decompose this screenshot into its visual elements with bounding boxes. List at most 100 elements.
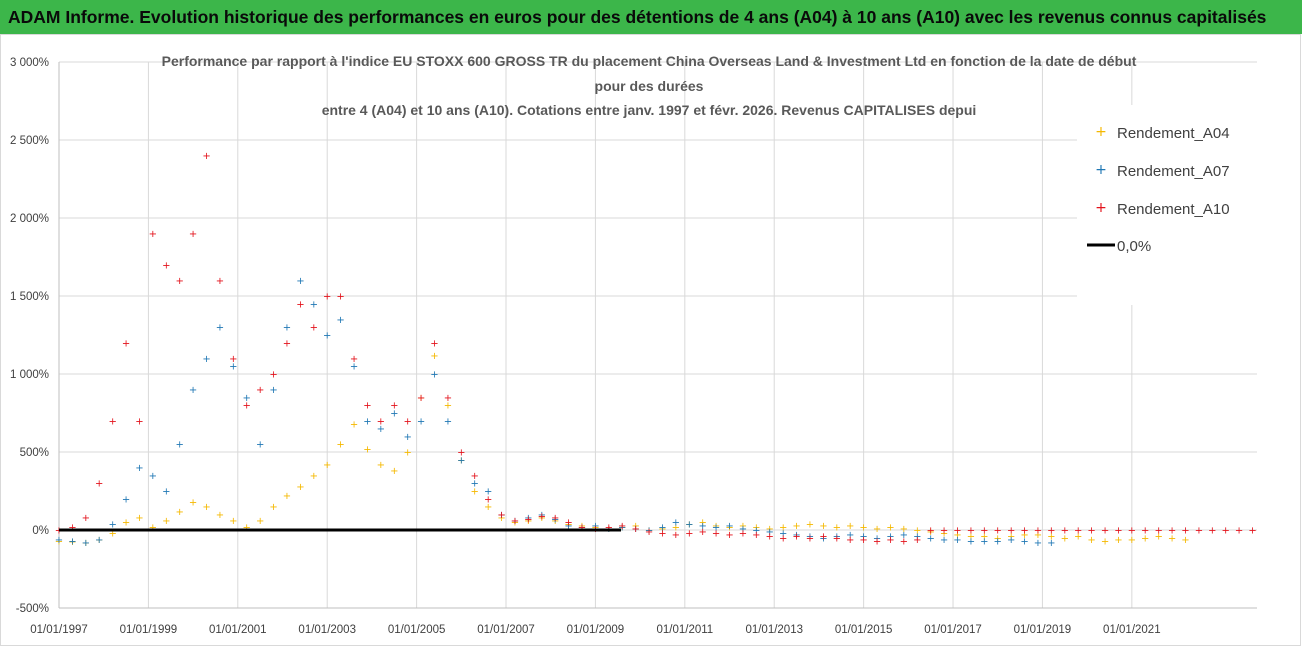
y-tick-label: 1 500% [10, 291, 49, 303]
data-point: + [1047, 526, 1055, 537]
x-tick-label: 01/01/2015 [835, 624, 893, 636]
data-point: + [323, 331, 331, 342]
data-point: + [135, 513, 143, 524]
data-point: + [497, 510, 505, 521]
report-banner: ADAM Informe. Evolution historique des p… [0, 0, 1302, 34]
data-point: + [283, 491, 291, 502]
x-tick-label: 01/01/2001 [209, 624, 267, 636]
data-point: + [631, 524, 639, 535]
y-axis: -500% 0% 500% 1 000% 1 500% 2 000% 2 500% 3 000… [10, 57, 60, 615]
data-point: + [846, 530, 854, 541]
data-point: + [819, 532, 827, 543]
data-point: + [779, 529, 787, 540]
data-point: + [739, 521, 747, 532]
data-point: + [1061, 533, 1069, 544]
chart-title: Performance par rapport à l'indice EU ST… [162, 53, 1137, 118]
data-point: + [1007, 535, 1015, 546]
data-point: + [457, 455, 465, 466]
series-Rendement_A10: + + + + + + + + + + + + + + + + + + + + + + + + + + + + + + + + + + + + + + + +… [55, 151, 1257, 547]
data-point: + [256, 440, 264, 451]
data-point: + [766, 532, 774, 543]
data-point: + [551, 513, 559, 524]
data-point: + [725, 521, 733, 532]
data-point: + [1034, 526, 1042, 537]
data-point: + [162, 487, 170, 498]
data-point: + [216, 510, 224, 521]
legend-marker: + [1095, 162, 1107, 178]
data-point: + [1101, 536, 1109, 547]
data-point: + [792, 530, 800, 541]
data-point: + [243, 401, 251, 412]
data-point: + [712, 529, 720, 540]
data-point: + [256, 516, 264, 527]
data-point: + [940, 535, 948, 546]
legend-marker: + [1095, 200, 1107, 216]
data-point: + [68, 522, 76, 533]
data-point: + [725, 530, 733, 541]
data-point: + [846, 535, 854, 546]
data-point: + [859, 522, 867, 533]
data-point: + [752, 530, 760, 541]
data-point: + [135, 416, 143, 427]
series-Rendement_A04: + + + + + + + + + + + + + + + + + + + + + + + + + + + + + + + + + + + + + + + +… [55, 351, 1190, 549]
y-tick-label: 0% [32, 525, 49, 537]
data-point: + [913, 526, 921, 537]
data-point: + [497, 513, 505, 524]
data-point: + [1168, 526, 1176, 537]
data-point: + [859, 535, 867, 546]
legend-marker: + [1095, 124, 1107, 140]
data-point: + [1034, 538, 1042, 549]
legend-label: Rendement_A10 [1117, 201, 1230, 218]
data-point: + [578, 522, 586, 533]
data-point: + [672, 518, 680, 529]
data-point: + [1154, 526, 1162, 537]
data-point: + [497, 510, 505, 521]
data-point: + [108, 416, 116, 427]
data-point: + [1101, 526, 1109, 537]
data-point: + [806, 533, 814, 544]
data-point: + [310, 323, 318, 334]
data-point: + [1141, 533, 1149, 544]
legend: + Rendement_A04 + Rendement_A07 + Rendement_A… [1077, 105, 1267, 305]
data-point: + [243, 393, 251, 404]
data-point: + [1235, 526, 1243, 537]
data-point: + [551, 516, 559, 527]
data-point: + [994, 536, 1002, 547]
data-point: + [752, 526, 760, 537]
data-point: + [873, 524, 881, 535]
data-point: + [913, 532, 921, 543]
data-point: + [658, 529, 666, 540]
performance-scatter-chart: -500% 0% 500% 1 000% 1 500% 2 000% 2 500% 3 000… [10, 53, 1267, 636]
data-point: + [310, 471, 318, 482]
data-point: + [1208, 526, 1216, 537]
data-point: + [108, 519, 116, 530]
data-point: + [1047, 538, 1055, 549]
data-point: + [417, 393, 425, 404]
data-point: + [1074, 526, 1082, 537]
data-point: + [618, 521, 626, 532]
data-point: + [484, 494, 492, 505]
x-tick-label: 01/01/2011 [656, 624, 713, 636]
data-point: + [162, 260, 170, 271]
data-point: + [189, 385, 197, 396]
data-point: + [618, 522, 626, 533]
data-point: + [900, 530, 908, 541]
data-point: + [538, 510, 546, 521]
data-point: + [122, 494, 130, 505]
data-point: + [189, 497, 197, 508]
y-tick-label: -500% [16, 603, 49, 615]
data-point: + [430, 370, 438, 381]
y-tick-label: 2 000% [10, 213, 49, 225]
data-point: + [1248, 526, 1256, 537]
data-point: + [940, 526, 948, 537]
legend-label: Rendement_A07 [1117, 163, 1230, 180]
data-point: + [82, 538, 90, 549]
data-point: + [591, 521, 599, 532]
data-point: + [256, 385, 264, 396]
data-point: + [953, 530, 961, 541]
data-point: + [819, 521, 827, 532]
data-point: + [1047, 532, 1055, 543]
data-point: + [967, 536, 975, 547]
report-title: ADAM Informe. Evolution historique des p… [8, 7, 1267, 27]
data-point: + [1020, 526, 1028, 537]
